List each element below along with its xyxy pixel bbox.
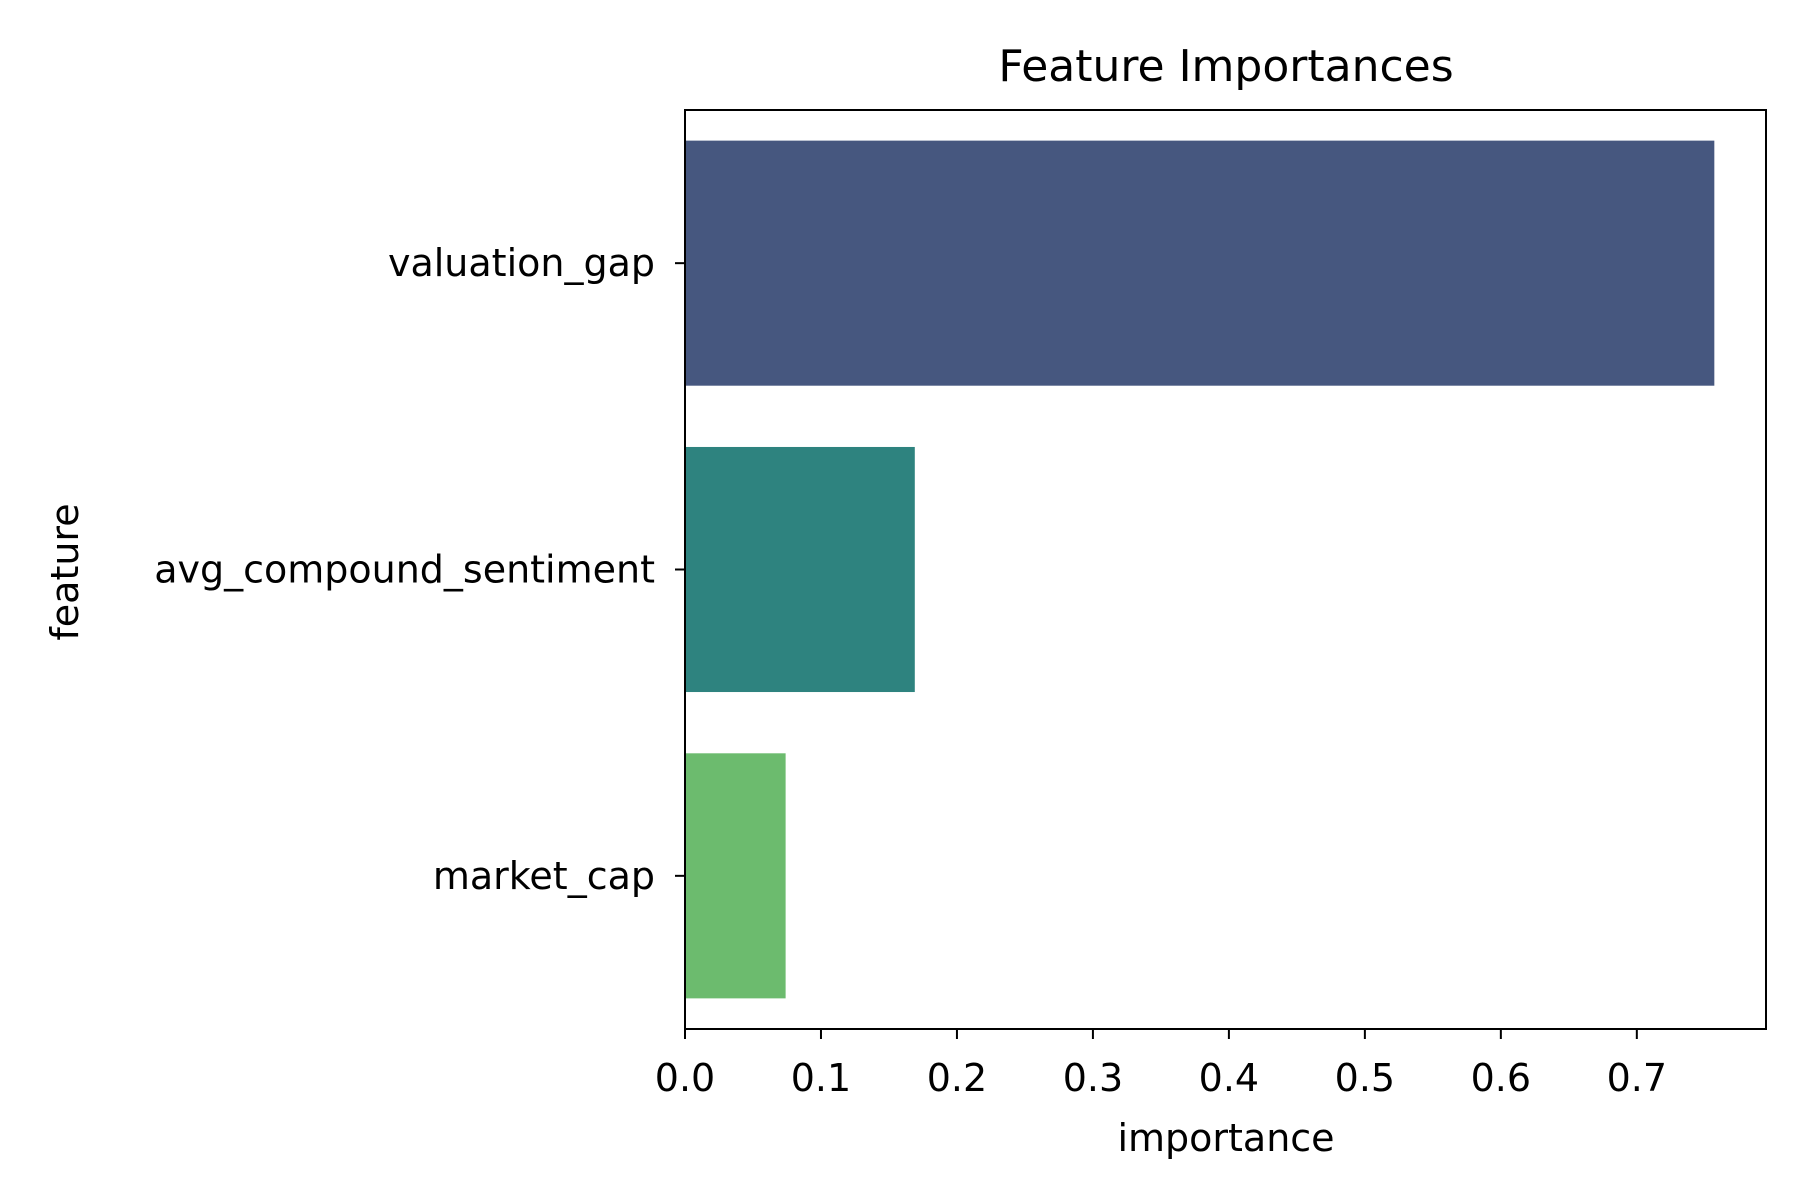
x-tick-label: 0.6 xyxy=(1471,1056,1531,1100)
bar-valuation-gap xyxy=(685,140,1715,386)
x-axis-label: importance xyxy=(1117,1116,1334,1160)
bar-market-cap xyxy=(685,753,786,999)
bar-avg-compound-sentiment xyxy=(685,446,915,693)
x-tick-label: 0.4 xyxy=(1199,1056,1259,1100)
x-tick-label: 0.5 xyxy=(1335,1056,1395,1100)
x-tick-label: 0.2 xyxy=(927,1056,987,1100)
chart-title: Feature Importances xyxy=(998,41,1453,92)
y-axis-label: feature xyxy=(43,503,87,640)
y-tick-label: market_cap xyxy=(433,854,655,898)
x-ticks-group: 0.0 0.1 0.2 0.3 0.4 0.5 0.6 0.7 xyxy=(655,1029,1667,1100)
x-tick-label: 0.1 xyxy=(791,1056,851,1100)
bars-group xyxy=(685,140,1715,999)
plot-frame xyxy=(684,109,1767,1030)
y-tick-label: valuation_gap xyxy=(388,241,655,285)
x-tick-label: 0.3 xyxy=(1063,1056,1123,1100)
y-ticks-group: valuation_gap avg_compound_sentimentmarke… xyxy=(154,241,685,898)
x-tick-label: 0.0 xyxy=(655,1056,715,1100)
x-tick-label: 0.7 xyxy=(1607,1056,1667,1100)
y-tick-label: avg_compound_sentiment xyxy=(154,548,655,592)
